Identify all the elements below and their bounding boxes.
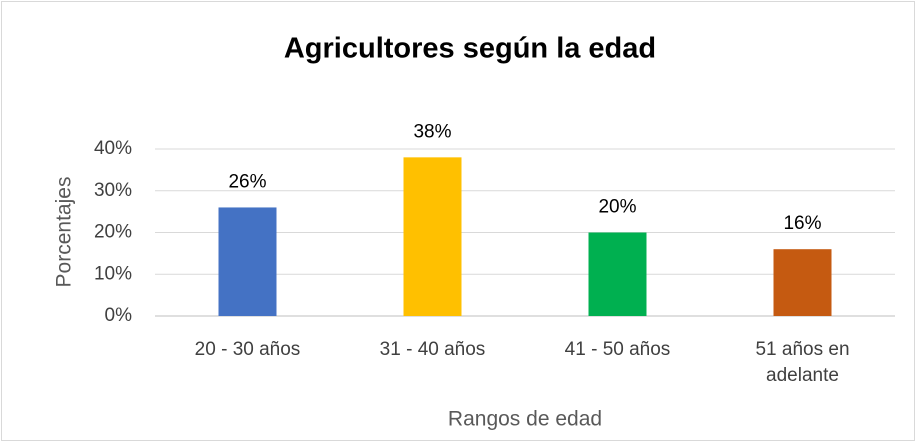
x-tick-label-box: 31 - 40 años: [379, 339, 486, 360]
data-label: 38%: [413, 121, 451, 142]
data-label: 16%: [783, 213, 821, 234]
bar: [403, 157, 462, 316]
x-tick-label: 31 - 40 años: [379, 339, 486, 360]
bar: [588, 232, 647, 316]
y-axis-title: Porcentajes: [53, 177, 76, 288]
x-tick-label: 20 - 30 años: [194, 339, 301, 360]
data-label: 20%: [598, 197, 636, 218]
x-tick-label-box: 51 años en adelante: [755, 339, 850, 386]
x-tick-label-box: 20 - 30 años: [194, 339, 301, 360]
y-tick-label: 20%: [94, 222, 132, 243]
y-tick-label: 10%: [94, 263, 132, 284]
chart-title: Agricultores según la edad: [284, 33, 656, 65]
y-tick-label: 40%: [94, 138, 132, 159]
y-tick-label: 0%: [105, 305, 133, 326]
y-tick-label: 30%: [94, 180, 132, 201]
x-tick-label: 41 - 50 años: [564, 339, 671, 360]
x-tick-label-box: 41 - 50 años: [564, 339, 671, 360]
data-label: 26%: [228, 171, 266, 192]
bar: [218, 207, 277, 316]
bar: [773, 249, 832, 316]
x-axis-title: Rangos de edad: [448, 408, 602, 431]
x-tick-label: 51 años en adelante: [755, 339, 850, 386]
